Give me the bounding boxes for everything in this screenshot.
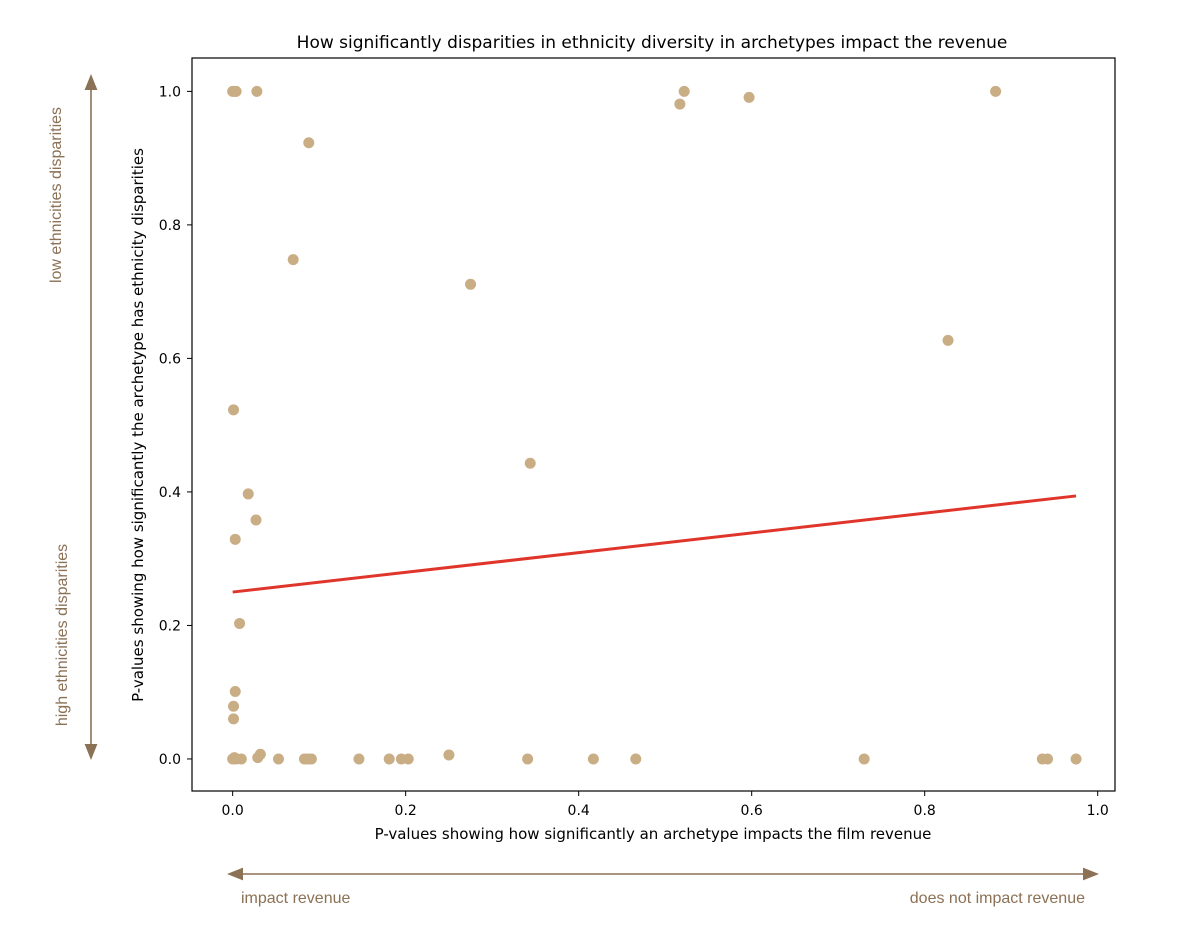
data-point [1042, 753, 1054, 765]
scatter-points [227, 85, 1082, 765]
plot-frame [191, 57, 1116, 792]
data-point [254, 748, 266, 760]
y-tick-label: 0.4 [159, 485, 181, 501]
data-point [234, 617, 246, 629]
data-point [235, 753, 247, 765]
x-axis-label: P-values showing how significantly an ar… [375, 825, 932, 843]
chart-title: How significantly disparities in ethnici… [297, 33, 1008, 53]
data-point [383, 753, 395, 765]
data-point [228, 700, 240, 712]
data-point [465, 278, 477, 290]
trend-line [232, 494, 1077, 594]
data-point [990, 85, 1002, 97]
y-tick-label: 0.0 [159, 752, 181, 768]
y-axis-label: P-values showing how significantly the a… [129, 148, 147, 702]
annotation-high-disparities: high ethnicities disparities [54, 544, 71, 726]
trend-line-group [232, 494, 1077, 594]
y-axis: 0.0 0.2 0.4 0.6 0.8 1.0 [159, 84, 192, 768]
x-tick-label: 0.6 [741, 803, 763, 819]
data-point [287, 254, 299, 266]
data-point [230, 85, 242, 97]
data-point [229, 533, 241, 545]
y-tick-label: 0.2 [159, 618, 181, 634]
data-point [242, 488, 254, 500]
x-tick-label: 1.0 [1087, 803, 1109, 819]
data-point [858, 753, 870, 765]
x-tick-label: 0.2 [395, 803, 417, 819]
x-axis: 0.0 0.2 0.4 0.6 0.8 1.0 [222, 791, 1109, 819]
data-point [228, 713, 240, 725]
data-point [587, 753, 599, 765]
data-point [273, 753, 285, 765]
data-point [674, 98, 686, 110]
x-tick-label: 0.0 [222, 803, 244, 819]
y-tick-label: 0.8 [159, 218, 181, 234]
x-tick-label: 0.8 [914, 803, 936, 819]
data-point [303, 137, 315, 149]
data-point [942, 334, 954, 346]
y-tick-label: 0.6 [159, 351, 181, 367]
x-tick-label: 0.4 [568, 803, 590, 819]
data-point [402, 753, 414, 765]
data-point [251, 85, 263, 97]
data-point [522, 753, 534, 765]
data-point [305, 753, 317, 765]
data-point [630, 753, 642, 765]
annotation-impact-revenue: impact revenue [241, 890, 350, 907]
data-point [443, 749, 455, 761]
data-point [1070, 753, 1082, 765]
annotation-no-impact-revenue: does not impact revenue [910, 890, 1085, 907]
data-point [229, 686, 241, 698]
data-point [250, 514, 262, 526]
data-point [353, 753, 365, 765]
data-point [228, 404, 240, 416]
data-point [678, 85, 690, 97]
annotation-low-disparities: low ethnicities disparities [48, 107, 65, 283]
data-point [524, 457, 536, 469]
data-point [743, 91, 755, 103]
y-tick-label: 1.0 [159, 84, 181, 100]
